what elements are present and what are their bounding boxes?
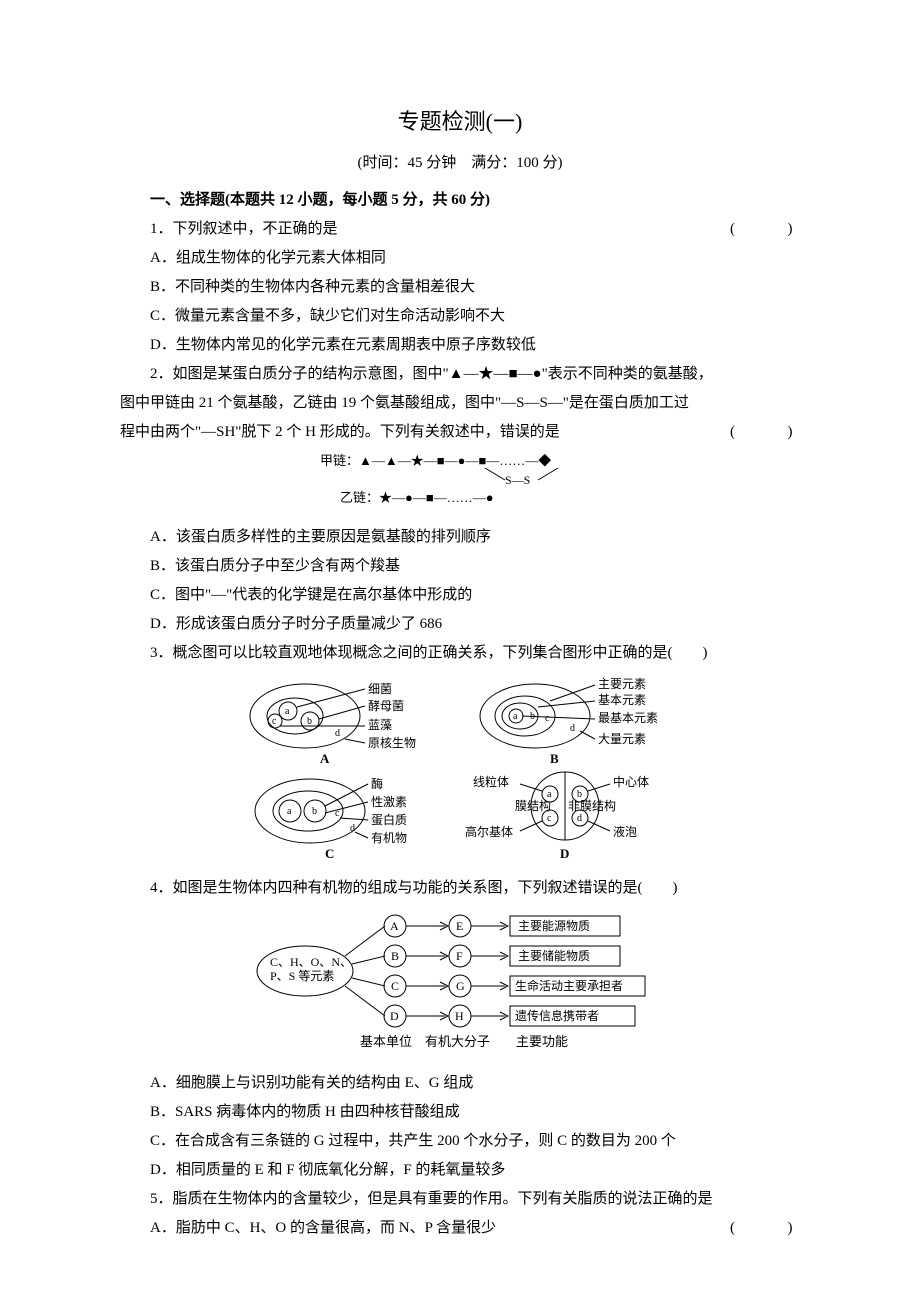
svg-text:非膜结构: 非膜结构 — [568, 798, 616, 813]
q4-row-b: B F 主要储能物质 — [352, 945, 620, 967]
q2-ss-label: S—S — [505, 473, 530, 487]
section-header: 一、选择题(本题共 12 小题，每小题 5 分，共 60 分) — [120, 187, 800, 214]
svg-text:a: a — [285, 706, 290, 717]
q3-stem: 3．概念图可以比较直观地体现概念之间的正确关系，下列集合图形中正确的是( ) — [120, 640, 800, 667]
svg-text:a: a — [513, 711, 518, 722]
q4-option-d: D．相同质量的 E 和 F 彻底氧化分解，F 的耗氧量较多 — [120, 1157, 800, 1184]
svg-text:b: b — [312, 806, 317, 817]
svg-text:蓝藻: 蓝藻 — [368, 718, 392, 732]
svg-text:酶: 酶 — [371, 776, 383, 791]
q4-row-c: C G 生命活动主要承担者 — [352, 975, 645, 997]
svg-text:膜结构: 膜结构 — [515, 798, 551, 813]
svg-text:主要储能物质: 主要储能物质 — [518, 948, 590, 963]
q4-option-a: A．细胞膜上与识别功能有关的结构由 E、G 组成 — [120, 1070, 800, 1097]
svg-text:P、S 等元素: P、S 等元素 — [270, 969, 334, 983]
q1-stem: 1．下列叙述中，不正确的是 ( ) — [120, 216, 800, 243]
q5-option-a: A．脂肪中 C、H、O 的含量很高，而 N、P 含量很少 — [120, 1215, 800, 1242]
q3-panel-b: a b c d 主要元素 基本元素 最基本元素 大量元素 B — [480, 677, 658, 766]
svg-text:高尔基体: 高尔基体 — [465, 824, 513, 839]
q2-stem-line1: 2．如图是某蛋白质分子的结构示意图，图中"▲—★—■—●"表示不同种类的氨基酸， — [120, 361, 800, 388]
q1-option-a: A．组成生物体的化学元素大体相同 — [120, 245, 800, 272]
svg-text:细菌: 细菌 — [368, 682, 392, 696]
svg-text:c: c — [547, 813, 552, 824]
q3-panel-d: a b c d 线粒体 中心体 膜结构 非膜结构 高尔基体 液泡 D — [465, 772, 649, 861]
svg-text:主要能源物质: 主要能源物质 — [518, 919, 590, 933]
answer-paren: ( ) — [730, 419, 800, 446]
q2-stem-line3-text: 程中由两个"—SH"脱下 2 个 H 形成的。下列有关叙述中，错误的是 — [120, 424, 560, 440]
section-header-text: 一、选择题(本题共 12 小题，每小题 5 分，共 60 分) — [150, 192, 490, 208]
svg-text:C: C — [391, 979, 399, 993]
svg-text:A: A — [320, 751, 330, 766]
svg-text:有机物: 有机物 — [371, 831, 407, 845]
svg-text:d: d — [577, 813, 582, 824]
svg-text:最基本元素: 最基本元素 — [598, 711, 658, 725]
q4-figure: C、H、O、N、 P、S 等元素 A E 主要能源物质 B F 主要储能物质 C… — [120, 906, 800, 1066]
q4-option-b: B．SARS 病毒体内的物质 H 由四种核苷酸组成 — [120, 1099, 800, 1126]
svg-text:H: H — [455, 1009, 464, 1023]
q1-option-b: B．不同种类的生物体内各种元素的含量相差很大 — [120, 274, 800, 301]
q1-option-d: D．生物体内常见的化学元素在元素周期表中原子序数较低 — [120, 332, 800, 359]
svg-text:B: B — [391, 949, 399, 963]
q3-panel-a: a b c d 细菌 酵母菌 蓝藻 原核生物 A — [250, 682, 416, 766]
svg-text:G: G — [456, 979, 465, 993]
q2-ss-line-left — [485, 468, 505, 480]
svg-text:c: c — [272, 716, 277, 727]
page-title: 专题检测(一) — [120, 102, 800, 142]
q2-figure: 甲链：▲—▲—★—■—●—■—……—◆ S—S 乙链：★—●—■—……—● — [120, 450, 800, 520]
q3-panel-c: a b c d 酶 性激素 蛋白质 有机物 C — [255, 776, 407, 861]
q4-stem: 4．如图是生物体内四种有机物的组成与功能的关系图，下列叙述错误的是( ) — [120, 875, 800, 902]
q2-option-b: B．该蛋白质分子中至少含有两个羧基 — [120, 553, 800, 580]
svg-text:生命活动主要承担者: 生命活动主要承担者 — [515, 978, 623, 993]
svg-text:D: D — [560, 846, 569, 861]
q4-option-c: C．在合成含有三条链的 G 过程中，共产生 200 个水分子，则 C 的数目为 … — [120, 1128, 800, 1155]
q2-ss-line-right — [538, 468, 558, 480]
q2-chain-b: 乙链：★—●—■—……—● — [340, 490, 494, 505]
answer-paren: ( ) — [730, 1215, 800, 1242]
page-subtitle: (时间：45 分钟 满分：100 分) — [120, 150, 800, 177]
svg-text:A: A — [390, 919, 399, 933]
svg-text:E: E — [456, 919, 463, 933]
svg-text:蛋白质: 蛋白质 — [371, 812, 407, 827]
svg-text:c: c — [545, 713, 550, 724]
q4-elements-label: C、H、O、N、 — [270, 955, 352, 969]
q1-option-c: C．微量元素含量不多，缺少它们对生命活动影响不大 — [120, 303, 800, 330]
svg-text:基本元素: 基本元素 — [598, 693, 646, 707]
svg-text:D: D — [390, 1009, 399, 1023]
q2-stem-line3: 程中由两个"—SH"脱下 2 个 H 形成的。下列有关叙述中，错误的是 ( ) — [120, 419, 800, 446]
q2-chain-a: 甲链：▲—▲—★—■—●—■—……—◆ — [320, 453, 551, 468]
q4-bottom-label: 基本单位 有机大分子 主要功能 — [360, 1034, 568, 1049]
svg-text:d: d — [570, 723, 575, 734]
q4-flow-svg: C、H、O、N、 P、S 等元素 A E 主要能源物质 B F 主要储能物质 C… — [250, 906, 670, 1056]
svg-text:F: F — [456, 949, 463, 963]
svg-text:中心体: 中心体 — [613, 774, 649, 789]
q2-option-a: A．该蛋白质多样性的主要原因是氨基酸的排列顺序 — [120, 524, 800, 551]
svg-text:酵母菌: 酵母菌 — [368, 699, 404, 713]
q3-figure: a b c d 细菌 酵母菌 蓝藻 原核生物 A a b c d 主要元素 — [120, 671, 800, 871]
q2-option-d: D．形成该蛋白质分子时分子质量减少了 686 — [120, 611, 800, 638]
svg-text:d: d — [335, 728, 340, 739]
svg-text:a: a — [287, 806, 292, 817]
answer-paren: ( ) — [700, 216, 800, 243]
svg-text:液泡: 液泡 — [613, 824, 637, 839]
svg-text:线粒体: 线粒体 — [473, 774, 509, 789]
svg-text:遗传信息携带者: 遗传信息携带者 — [515, 1008, 599, 1023]
q1-stem-text: 1．下列叙述中，不正确的是 — [150, 221, 338, 237]
svg-text:B: B — [550, 751, 559, 766]
svg-text:C: C — [325, 846, 334, 861]
svg-text:d: d — [350, 823, 355, 834]
q3-venn-svg: a b c d 细菌 酵母菌 蓝藻 原核生物 A a b c d 主要元素 — [240, 671, 680, 861]
q2-option-c: C．图中"—"代表的化学键是在高尔基体中形成的 — [120, 582, 800, 609]
q2-stem-line2: 图中甲链由 21 个氨基酸，乙链由 19 个氨基酸组成，图中"—S—S—"是在蛋… — [120, 390, 800, 417]
svg-text:b: b — [307, 716, 312, 727]
svg-text:大量元素: 大量元素 — [598, 732, 646, 746]
q5-stem: 5．脂质在生物体内的含量较少，但是具有重要的作用。下列有关脂质的说法正确的是 — [120, 1186, 800, 1213]
svg-text:主要元素: 主要元素 — [598, 677, 646, 691]
q2-protein-svg: 甲链：▲—▲—★—■—●—■—……—◆ S—S 乙链：★—●—■—……—● — [310, 450, 610, 510]
svg-text:原核生物: 原核生物 — [368, 736, 416, 750]
svg-text:性激素: 性激素 — [371, 795, 407, 809]
